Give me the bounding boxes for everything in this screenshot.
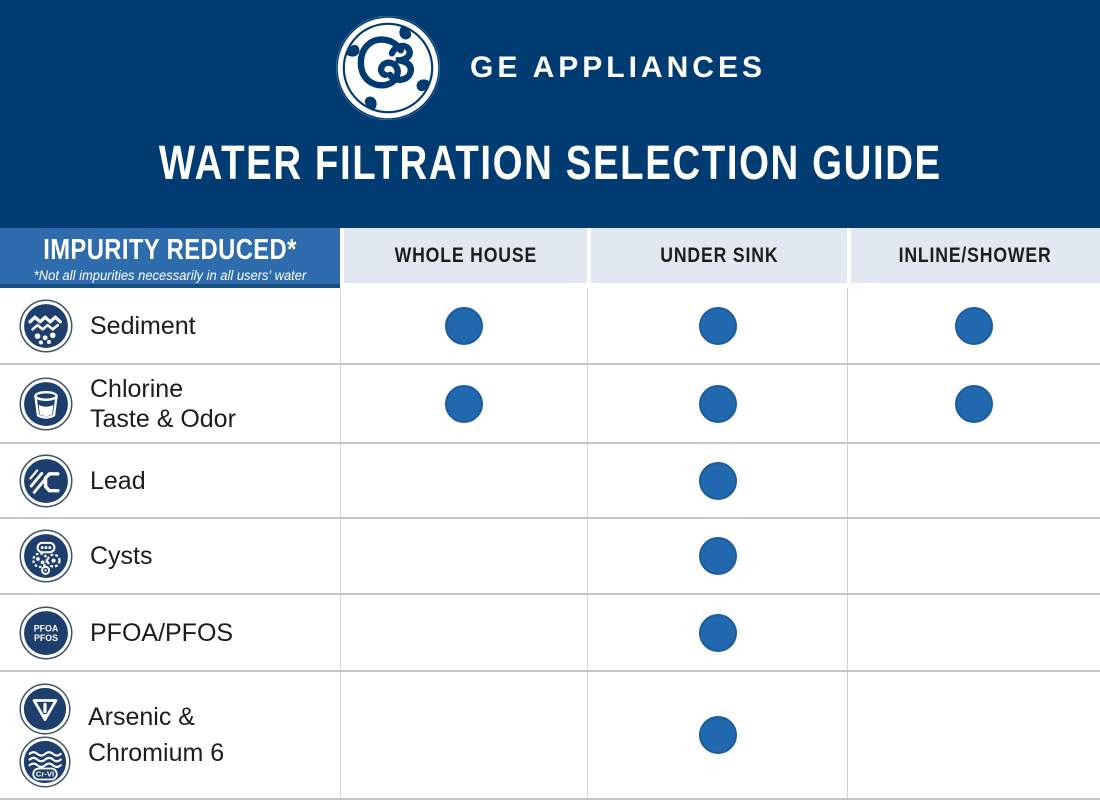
cell-arsenic-under-sink — [587, 672, 847, 798]
icon-stack: Cr-VI — [19, 682, 71, 788]
impurity-label-line: Sediment — [90, 311, 196, 340]
header-banner: GE APPLIANCES WATER FILTRATION SELECTION… — [0, 0, 1100, 228]
table-row-chlorine: Chlorine Taste & Odor — [0, 363, 1100, 442]
column-header-label: INLINE/SHOWER — [898, 243, 1053, 267]
cell-cysts-whole-house — [340, 519, 587, 593]
cell-lead-under-sink — [587, 444, 847, 517]
coverage-dot — [955, 306, 993, 345]
brand-name: GE APPLIANCES — [470, 51, 766, 84]
coverage-dot — [445, 384, 483, 423]
coverage-dot — [698, 613, 737, 652]
cell-arsenic-inline-shower — [847, 672, 1100, 798]
cell-sediment-inline-shower — [847, 288, 1100, 363]
impurity-cell-arsenic-chromium: Cr-VI Arsenic & Chromium 6 — [0, 672, 340, 798]
impurity-cell-sediment: Sediment — [0, 288, 340, 363]
cell-lead-whole-house — [340, 444, 587, 517]
impurity-label: Lead — [90, 466, 146, 496]
arsenic-warning-icon — [19, 682, 71, 735]
cell-sediment-under-sink — [587, 288, 847, 363]
coverage-dot — [955, 384, 993, 423]
impurity-cell-cysts: Cysts — [0, 519, 340, 593]
cell-arsenic-whole-house — [340, 672, 587, 798]
title-wrap: WATER FILTRATION SELECTION GUIDE — [0, 136, 1100, 191]
column-header-label: WHOLE HOUSE — [394, 243, 537, 267]
coverage-dot — [698, 716, 737, 754]
pfos-icon-text: PFOS — [34, 633, 58, 643]
table-header-row: IMPURITY REDUCED* *Not all impurities ne… — [0, 228, 1100, 288]
impurity-label: Cysts — [90, 541, 153, 571]
page-title: WATER FILTRATION SELECTION GUIDE — [158, 137, 942, 190]
impurity-label-line: Taste & Odor — [90, 404, 236, 433]
crvi-icon-text: Cr-VI — [36, 769, 54, 778]
impurity-label-line: Lead — [90, 466, 146, 495]
column-header-label: UNDER SINK — [659, 243, 779, 267]
cell-pfoa-under-sink — [587, 595, 847, 670]
impurity-label: Chlorine Taste & Odor — [90, 374, 236, 434]
impurity-cell-pfoa-pfos: PFOA PFOS PFOA/PFOS — [0, 595, 340, 670]
impurity-label: Arsenic & Chromium 6 — [88, 699, 224, 772]
coverage-dot — [698, 461, 737, 500]
table-row-pfoa-pfos: PFOA PFOS PFOA/PFOS — [0, 593, 1100, 670]
cell-pfoa-inline-shower — [847, 595, 1100, 670]
table-row-lead: Lead — [0, 442, 1100, 517]
impurity-header-title: IMPURITY REDUCED* — [43, 234, 297, 266]
cysts-microbes-icon — [19, 529, 73, 583]
column-header-under-sink: UNDER SINK — [591, 228, 847, 283]
coverage-dot — [698, 537, 737, 575]
impurity-label: PFOA/PFOS — [90, 618, 233, 648]
coverage-dot — [445, 306, 483, 345]
column-header-inline-shower: INLINE/SHOWER — [851, 228, 1100, 283]
chlorine-glass-icon — [19, 377, 73, 430]
table-row-cysts: Cysts — [0, 517, 1100, 593]
impurity-label-line: Cysts — [90, 542, 153, 570]
pfoa-icon-text: PFOA — [34, 623, 59, 633]
table-row-arsenic-chromium: Cr-VI Arsenic & Chromium 6 — [0, 670, 1100, 800]
impurity-cell-lead: Lead — [0, 444, 340, 517]
coverage-dot — [698, 306, 737, 345]
table-row-sediment: Sediment — [0, 288, 1100, 363]
column-header-whole-house: WHOLE HOUSE — [344, 228, 587, 283]
impurity-label-line: Arsenic & — [88, 702, 195, 731]
pfoa-pfos-badge-icon: PFOA PFOS — [19, 606, 73, 659]
ge-monogram-icon — [335, 15, 441, 121]
brand-row: GE APPLIANCES — [334, 12, 766, 124]
cell-pfoa-whole-house — [340, 595, 587, 670]
cell-lead-inline-shower — [847, 444, 1100, 517]
impurity-label-line: Chromium 6 — [88, 739, 225, 767]
cell-chlorine-whole-house — [340, 365, 587, 442]
coverage-dot — [698, 384, 737, 423]
impurity-label-line: PFOA/PFOS — [90, 618, 234, 647]
cell-chlorine-inline-shower — [847, 365, 1100, 442]
cell-cysts-under-sink — [587, 519, 847, 593]
chromium6-waves-icon: Cr-VI — [19, 735, 71, 788]
impurity-cell-chlorine: Chlorine Taste & Odor — [0, 365, 340, 442]
cell-cysts-inline-shower — [847, 519, 1100, 593]
impurity-reduced-header: IMPURITY REDUCED* *Not all impurities ne… — [0, 228, 340, 288]
sediment-waves-icon — [19, 299, 73, 352]
impurity-label-line: Chlorine — [90, 374, 184, 403]
impurity-header-footnote: *Not all impurities necessarily in all u… — [33, 268, 307, 283]
lead-stripes-icon — [19, 454, 73, 507]
cell-sediment-whole-house — [340, 288, 587, 363]
cell-chlorine-under-sink — [587, 365, 847, 442]
impurity-label: Sediment — [90, 311, 196, 341]
